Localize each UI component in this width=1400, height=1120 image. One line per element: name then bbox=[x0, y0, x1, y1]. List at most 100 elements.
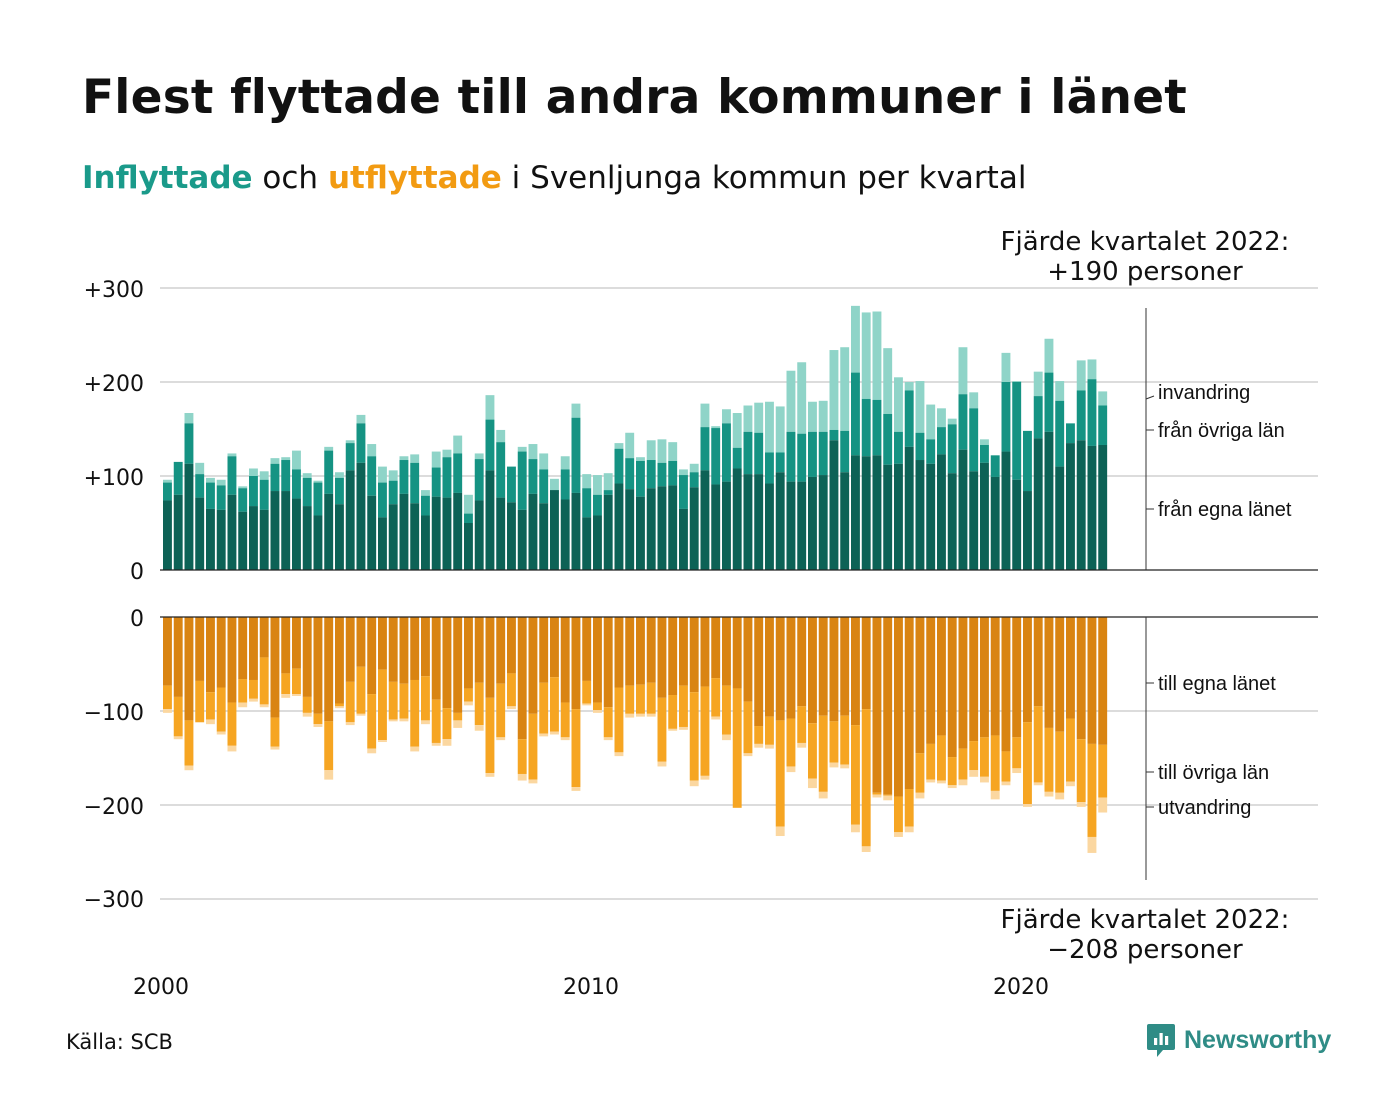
bar-in-immig-66 bbox=[872, 311, 882, 400]
bar-out-own-1 bbox=[173, 617, 183, 697]
bar-in-other-9 bbox=[259, 479, 269, 510]
bar-out-emig-14 bbox=[313, 724, 323, 727]
bar-in-own-34 bbox=[528, 493, 538, 570]
bar-in-other-68 bbox=[894, 431, 903, 464]
bar-out-own-7 bbox=[238, 617, 248, 680]
bar-out-emig-20 bbox=[378, 740, 387, 743]
bar-in-other-58 bbox=[786, 431, 796, 482]
bar-in-other-64 bbox=[851, 372, 860, 456]
bar-in-other-79 bbox=[1012, 382, 1022, 480]
bar-out-own-42 bbox=[614, 617, 624, 688]
bar-out-own-8 bbox=[249, 617, 258, 680]
bar-in-own-23 bbox=[410, 503, 420, 570]
bar-out-own-44 bbox=[636, 617, 645, 685]
bar-in-immig-63 bbox=[840, 347, 850, 431]
bar-in-other-42 bbox=[614, 448, 624, 484]
bar-out-own-53 bbox=[732, 617, 742, 689]
bar-in-other-34 bbox=[528, 459, 538, 494]
bar-in-immig-64 bbox=[851, 305, 860, 373]
bar-in-immig-15 bbox=[324, 446, 334, 451]
bar-in-immig-55 bbox=[754, 402, 764, 433]
bar-in-own-37 bbox=[560, 499, 570, 570]
bar-in-own-19 bbox=[367, 495, 377, 570]
bar-in-other-1 bbox=[173, 461, 183, 495]
bar-in-immig-22 bbox=[399, 456, 409, 461]
bar-out-own-80 bbox=[1023, 617, 1032, 723]
bar-in-other-76 bbox=[980, 444, 989, 463]
bar-out-other-6 bbox=[227, 702, 237, 746]
bar-out-own-49 bbox=[689, 617, 699, 693]
bar-out-other-87 bbox=[1098, 744, 1108, 798]
bar-out-other-27 bbox=[453, 712, 463, 721]
bar-out-other-74 bbox=[958, 748, 968, 780]
bar-in-other-55 bbox=[754, 432, 764, 475]
bar-out-emig-40 bbox=[593, 710, 602, 713]
bar-in-immig-46 bbox=[657, 439, 667, 463]
bar-out-emig-13 bbox=[302, 712, 312, 717]
bar-out-other-24 bbox=[421, 676, 430, 721]
bar-in-immig-52 bbox=[722, 409, 731, 424]
bar-in-own-3 bbox=[195, 497, 205, 570]
bar-out-own-36 bbox=[550, 617, 559, 678]
bar-out-other-60 bbox=[808, 723, 817, 779]
bar-in-immig-29 bbox=[474, 453, 484, 460]
annotation-bottom-line1: Fjärde kvartalet 2022: bbox=[1001, 905, 1290, 935]
bar-in-own-1 bbox=[173, 494, 183, 570]
bar-in-other-18 bbox=[356, 423, 366, 463]
bar-out-other-23 bbox=[410, 679, 420, 747]
bar-out-other-69 bbox=[904, 789, 914, 827]
bar-in-immig-33 bbox=[517, 446, 527, 452]
bar-out-other-5 bbox=[216, 687, 226, 732]
bar-out-own-10 bbox=[270, 617, 280, 718]
bar-out-emig-17 bbox=[345, 722, 355, 726]
bar-out-other-25 bbox=[431, 699, 441, 743]
bar-in-own-86 bbox=[1087, 445, 1097, 570]
bar-out-own-33 bbox=[517, 617, 527, 740]
bar-out-emig-85 bbox=[1076, 802, 1086, 807]
bar-in-other-29 bbox=[474, 459, 484, 501]
bar-in-own-48 bbox=[679, 508, 688, 570]
bar-out-emig-24 bbox=[421, 720, 430, 725]
bar-in-other-49 bbox=[689, 472, 699, 488]
bar-out-own-24 bbox=[421, 617, 430, 677]
bar-out-other-44 bbox=[636, 684, 645, 714]
bar-out-own-57 bbox=[775, 617, 785, 721]
brand-logo: Newsworthy bbox=[1146, 1022, 1331, 1058]
bar-out-emig-27 bbox=[453, 720, 463, 728]
bar-in-other-0 bbox=[163, 482, 172, 501]
bar-in-other-8 bbox=[249, 476, 258, 507]
bar-in-immig-19 bbox=[367, 444, 377, 457]
bar-in-own-26 bbox=[442, 497, 452, 570]
bar-in-immig-83 bbox=[1055, 381, 1065, 401]
bar-out-emig-33 bbox=[517, 773, 527, 781]
bar-out-own-70 bbox=[915, 617, 925, 754]
bar-out-own-47 bbox=[668, 617, 678, 696]
bar-in-own-66 bbox=[872, 455, 882, 570]
bar-in-other-48 bbox=[679, 475, 688, 509]
bar-out-emig-18 bbox=[356, 713, 366, 716]
bar-out-other-65 bbox=[861, 709, 871, 847]
bar-in-own-82 bbox=[1044, 431, 1054, 570]
bar-in-own-35 bbox=[539, 503, 549, 570]
bar-in-other-74 bbox=[958, 394, 968, 450]
bar-in-own-8 bbox=[249, 506, 258, 570]
bar-in-immig-5 bbox=[216, 479, 226, 486]
bar-out-own-50 bbox=[700, 617, 710, 687]
bar-out-emig-50 bbox=[700, 775, 710, 780]
bar-in-other-7 bbox=[238, 488, 248, 512]
bar-out-other-4 bbox=[206, 692, 215, 720]
bar-in-other-57 bbox=[775, 452, 785, 473]
bar-out-own-77 bbox=[990, 617, 1000, 736]
bar-in-other-2 bbox=[184, 423, 194, 464]
bar-in-own-49 bbox=[689, 487, 699, 570]
bar-out-own-78 bbox=[1001, 617, 1011, 752]
bar-in-immig-0 bbox=[163, 479, 172, 483]
bar-out-other-61 bbox=[818, 715, 828, 792]
bar-in-other-41 bbox=[603, 490, 613, 495]
bar-in-immig-24 bbox=[421, 490, 430, 496]
bar-out-own-83 bbox=[1055, 617, 1065, 732]
bar-in-immig-10 bbox=[270, 458, 280, 464]
bar-out-other-58 bbox=[786, 718, 796, 767]
bar-in-other-24 bbox=[421, 495, 430, 516]
bar-in-immig-62 bbox=[829, 350, 839, 430]
